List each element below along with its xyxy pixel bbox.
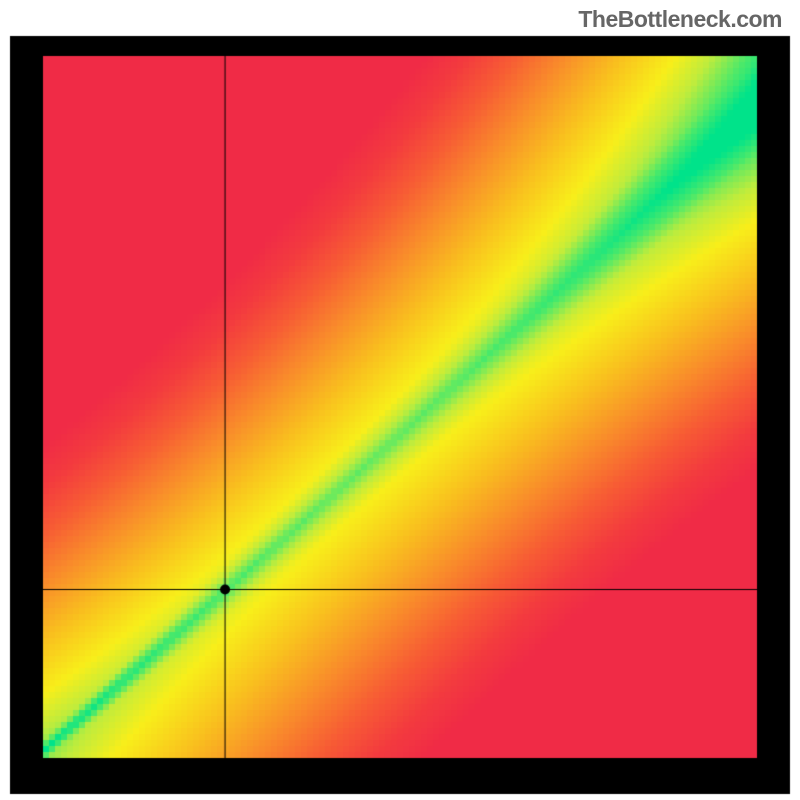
chart-container: TheBottleneck.com <box>0 0 800 800</box>
heatmap-canvas <box>0 0 800 800</box>
